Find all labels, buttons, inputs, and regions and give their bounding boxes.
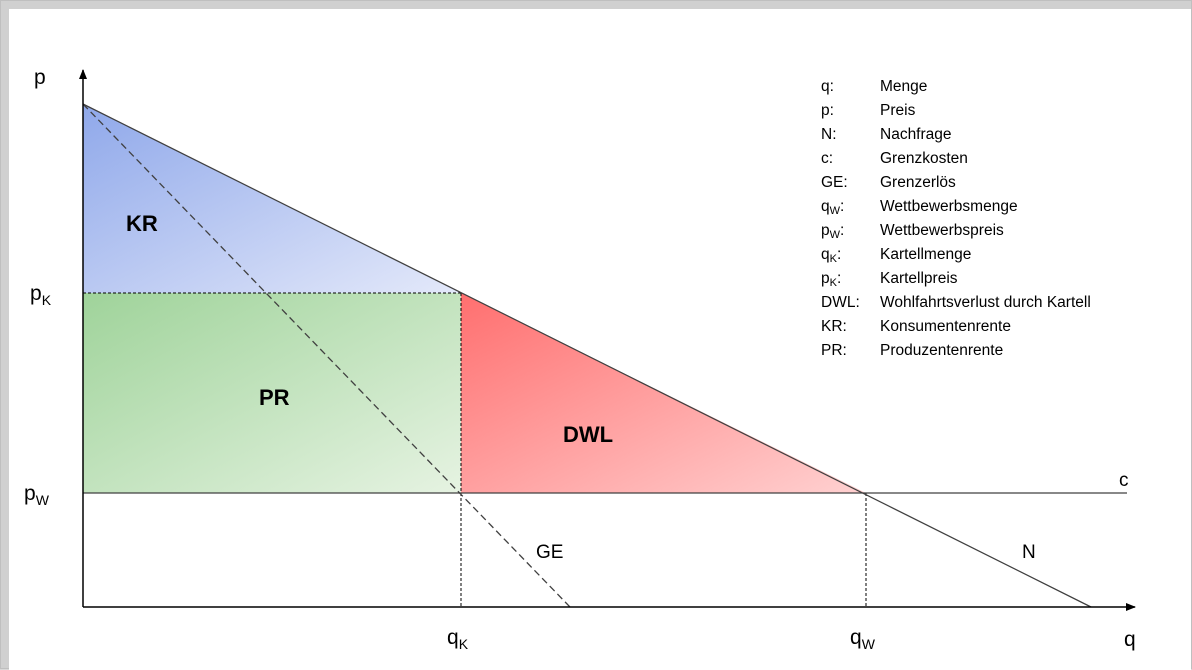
legend-abbr: qK:: [821, 246, 841, 265]
legend-text: Konsumentenrente: [880, 318, 1011, 335]
legend-text: Kartellmenge: [880, 246, 971, 263]
kr-label: KR: [126, 211, 158, 236]
dwl-label: DWL: [563, 422, 613, 447]
legend-abbr: KR:: [821, 318, 847, 335]
legend-text: Grenzerlös: [880, 174, 956, 191]
legend-text: Kartellpreis: [880, 270, 958, 287]
ge-curve-label: GE: [536, 542, 563, 563]
cost-curve-label: c: [1119, 470, 1129, 491]
legend-abbr: pK:: [821, 270, 841, 289]
pr-region: [83, 293, 461, 493]
marginal-revenue-curve: [82, 103, 571, 608]
demand-curve-label: N: [1022, 542, 1036, 563]
y-axis-label: p: [34, 66, 46, 89]
pw-label: pW: [24, 482, 50, 508]
legend-abbr: qW:: [821, 198, 844, 217]
legend-text: Wohlfahrtsverlust durch Kartell: [880, 294, 1091, 311]
legend-text: Preis: [880, 102, 916, 119]
legend-abbr: DWL:: [821, 294, 860, 311]
qw-label: qW: [850, 626, 876, 652]
legend-text: Produzentenrente: [880, 342, 1003, 359]
legend-text: Wettbewerbsmenge: [880, 198, 1018, 215]
qk-label: qK: [447, 626, 469, 652]
legend-abbr: c:: [821, 150, 833, 167]
legend-abbr: GE:: [821, 174, 848, 191]
pk-label: pK: [30, 282, 52, 308]
demand-curve: [82, 103, 1092, 608]
legend-abbr: pW:: [821, 222, 844, 241]
legend-abbr: q:: [821, 78, 834, 95]
legend-abbr: PR:: [821, 342, 847, 359]
legend-abbr: p:: [821, 102, 834, 119]
pr-label: PR: [259, 385, 290, 410]
legend-text: Nachfrage: [880, 126, 952, 143]
legend: q: Menge p: Preis N: Nachfrage c: Grenzkosten GE…: [821, 78, 1091, 359]
legend-text: Grenzkosten: [880, 150, 968, 167]
legend-text: Wettbewerbspreis: [880, 222, 1004, 239]
legend-text: Menge: [880, 78, 927, 95]
legend-abbr: N:: [821, 126, 837, 143]
x-axis-label: q: [1124, 628, 1136, 651]
